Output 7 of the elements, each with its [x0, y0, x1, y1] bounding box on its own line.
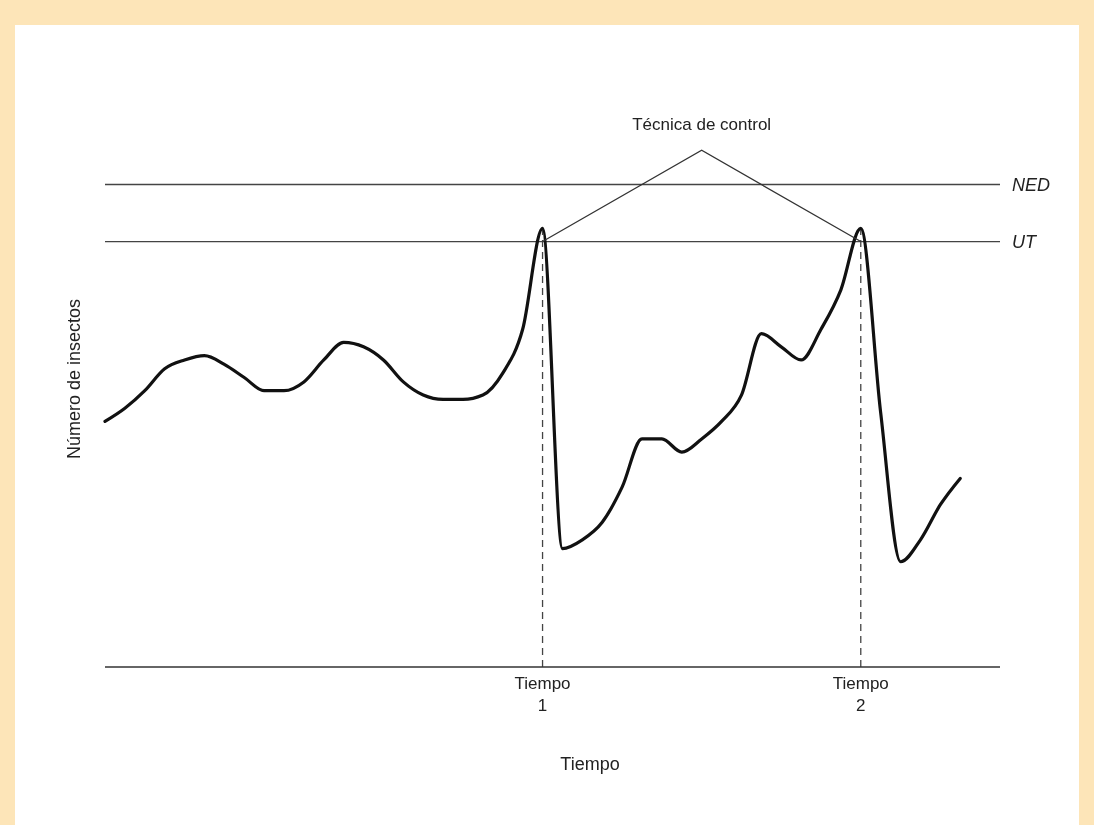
x-tick-label: Tiempo 2 — [832, 674, 889, 715]
ref-line-label: UT — [1012, 231, 1038, 252]
x-tick-label: Tiempo 1 — [514, 674, 571, 715]
x-axis-title: Tiempo — [560, 754, 620, 774]
ref-line-label: NED — [1012, 174, 1051, 195]
text: Técnica de control — [632, 115, 772, 135]
y-axis-title: Número de insectos — [64, 298, 84, 460]
